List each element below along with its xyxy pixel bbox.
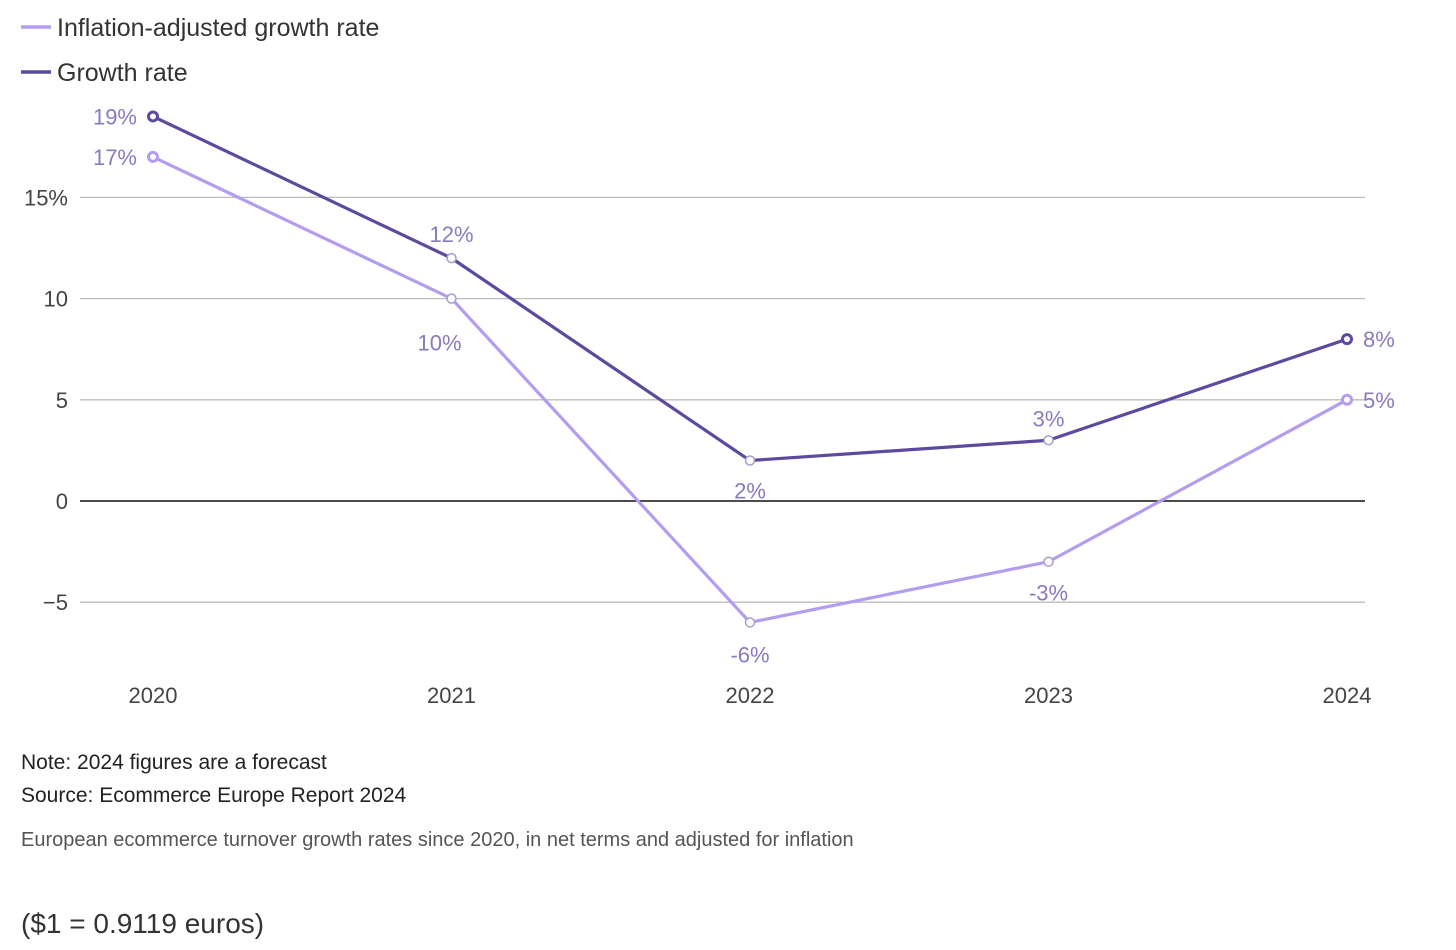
data-point xyxy=(1043,435,1054,446)
data-point xyxy=(147,110,159,123)
data-label: 12% xyxy=(429,222,473,247)
series-line xyxy=(152,155,1348,625)
series-line xyxy=(152,114,1348,463)
data-label: 2% xyxy=(734,479,766,504)
y-tick-label: 10 xyxy=(44,287,68,312)
y-tick-label: 0 xyxy=(56,489,68,514)
data-point xyxy=(147,150,159,163)
data-label: -3% xyxy=(1029,581,1068,606)
chart-note: Note: 2024 figures are a forecast xyxy=(21,751,327,774)
data-label: 5% xyxy=(1363,388,1395,413)
x-tick-label: 2020 xyxy=(129,683,178,708)
y-tick-label: 5 xyxy=(56,388,68,413)
chart-caption: European ecommerce turnover growth rates… xyxy=(21,829,854,851)
data-label: 3% xyxy=(1033,406,1065,431)
data-label: 8% xyxy=(1363,327,1395,352)
exchange-rate: ($1 = 0.9119 euros) xyxy=(21,908,265,939)
x-tick-label: 2021 xyxy=(427,683,476,708)
line-chart: −5 0 5 10 15% 2020 2021 2022 2023 2024 Inflation-a… xyxy=(21,14,1395,708)
x-tick-label: 2023 xyxy=(1024,683,1073,708)
legend-label: Inflation-adjusted growth rate xyxy=(57,14,379,42)
chart-source: Source: Ecommerce Europe Report 2024 xyxy=(21,784,407,807)
data-label: -6% xyxy=(730,642,769,667)
data-point xyxy=(744,455,756,466)
data-label: 19% xyxy=(93,104,137,129)
data-point xyxy=(1341,393,1353,406)
data-label: 17% xyxy=(93,145,137,170)
legend-label: Growth rate xyxy=(57,59,188,87)
data-point xyxy=(446,293,457,304)
y-tick-label: −5 xyxy=(43,590,68,615)
data-label: 10% xyxy=(417,331,461,356)
data-point xyxy=(446,252,457,264)
data-point xyxy=(1043,556,1054,567)
y-tick-label: 15% xyxy=(24,185,68,210)
data-point xyxy=(1341,333,1353,346)
data-point xyxy=(744,617,756,628)
x-tick-label: 2024 xyxy=(1323,683,1372,708)
x-tick-label: 2022 xyxy=(726,683,775,708)
